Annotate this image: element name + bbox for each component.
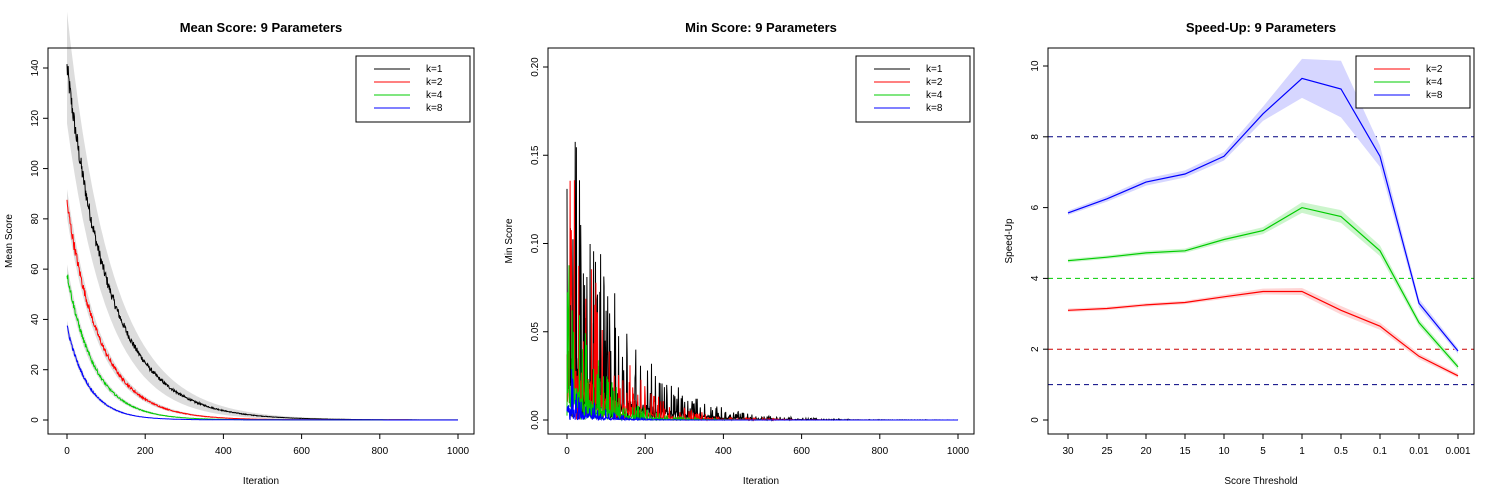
y-tick-label: 0.20: [530, 57, 541, 77]
series-band-k=8: [1068, 58, 1458, 354]
legend-box: [855, 55, 971, 123]
x-tick-label: 1000: [447, 446, 470, 457]
series-line-k=8: [1067, 77, 1459, 352]
x-tick-label: 30: [1062, 446, 1074, 457]
legend-label: k=8: [426, 103, 443, 114]
x-tick-label: 0.5: [1334, 446, 1348, 457]
series-line-k=8: [566, 369, 958, 422]
x-tick-label: 600: [293, 446, 310, 457]
x-tick-label: 0.1: [1373, 446, 1387, 457]
x-tick-label: 1000: [947, 446, 970, 457]
legend-label: k=2: [1426, 64, 1443, 75]
x-axis-label: Iteration: [243, 476, 279, 487]
series-line-k=4: [566, 265, 958, 422]
series-line-k=1: [566, 141, 959, 422]
legend-label: k=1: [926, 64, 943, 75]
legend-label: k=1: [426, 64, 443, 75]
y-tick-label: 60: [30, 263, 41, 275]
y-tick-label: 80: [30, 213, 41, 225]
x-tick-label: 0: [64, 446, 70, 457]
x-axis-label: Score Threshold: [1224, 476, 1297, 487]
x-tick-label: 0.01: [1409, 446, 1429, 457]
series-band-k=2: [67, 189, 458, 420]
chart-title: Speed-Up: 9 Parameters: [1186, 20, 1336, 35]
x-tick-label: 5: [1260, 446, 1266, 457]
legend: k=2 k=4 k=8: [1355, 55, 1471, 109]
y-axis-label: Speed-Up: [1004, 218, 1015, 263]
y-axis-label: Min Score: [504, 218, 515, 263]
x-tick-label: 10: [1218, 446, 1230, 457]
x-tick-label: 400: [215, 446, 232, 457]
y-tick-label: 120: [30, 110, 41, 127]
y-tick-label: 6: [1030, 204, 1041, 210]
y-tick-label: 0: [30, 417, 41, 423]
y-tick-label: 100: [30, 160, 41, 177]
legend: k=1 k=2 k=4 k=8: [855, 55, 971, 123]
y-tick-label: 140: [30, 59, 41, 76]
y-tick-label: 0.10: [530, 233, 541, 253]
legend: k=1 k=2 k=4 k=8: [355, 55, 471, 123]
chart-title: Mean Score: 9 Parameters: [180, 20, 343, 35]
y-tick-label: 0.15: [530, 145, 541, 165]
series-line-k=8: [66, 325, 458, 421]
series-line-k=2: [566, 180, 958, 422]
plot-frame: [1047, 47, 1475, 435]
legend-box: [355, 55, 471, 123]
y-tick-label: 0.00: [530, 410, 541, 430]
x-tick-label: 600: [793, 446, 810, 457]
y-tick-label: 20: [30, 364, 41, 376]
plot-frame: [47, 47, 475, 435]
y-tick-label: 4: [1030, 275, 1041, 281]
x-tick-label: 15: [1179, 446, 1191, 457]
x-tick-label: 0.001: [1445, 446, 1470, 457]
chart-title: Min Score: 9 Parameters: [685, 20, 837, 35]
y-tick-label: 8: [1030, 134, 1041, 140]
x-tick-label: 1: [1299, 446, 1305, 457]
legend-label: k=4: [1426, 77, 1443, 88]
y-axis-label: Mean Score: [4, 214, 15, 268]
legend-box: [1355, 55, 1471, 109]
x-tick-label: 200: [637, 446, 654, 457]
plot-frame: [547, 47, 975, 435]
chart-min: Min Score: 9 Parameters Iteration Min Scor…: [504, 20, 975, 487]
y-tick-label: 10: [1030, 60, 1041, 72]
legend-label: k=8: [926, 103, 943, 114]
x-tick-label: 800: [871, 446, 888, 457]
legend-label: k=4: [926, 90, 943, 101]
y-tick-label: 2: [1030, 346, 1041, 352]
chart-speedup: Speed-Up: 9 Parameters Score Threshold Spe…: [1004, 20, 1475, 487]
series-line-k=2: [1067, 290, 1459, 377]
series-band-k=2: [1068, 287, 1458, 378]
x-tick-label: 0: [564, 446, 570, 457]
legend-label: k=4: [426, 90, 443, 101]
legend-label: k=2: [426, 77, 443, 88]
y-tick-label: 0: [1030, 417, 1041, 423]
chart-mean: Mean Score: 9 Parameters Iteration Mean Sc…: [4, 11, 475, 487]
y-tick-label: 0.05: [530, 322, 541, 342]
series-line-k=4: [1067, 206, 1459, 368]
legend-label: k=8: [1426, 90, 1443, 101]
x-tick-label: 800: [371, 446, 388, 457]
x-axis-label: Iteration: [743, 476, 779, 487]
x-tick-label: 400: [715, 446, 732, 457]
legend-label: k=2: [926, 77, 943, 88]
x-tick-label: 25: [1101, 446, 1113, 457]
y-tick-label: 40: [30, 313, 41, 325]
x-tick-label: 200: [137, 446, 154, 457]
x-tick-label: 20: [1140, 446, 1152, 457]
